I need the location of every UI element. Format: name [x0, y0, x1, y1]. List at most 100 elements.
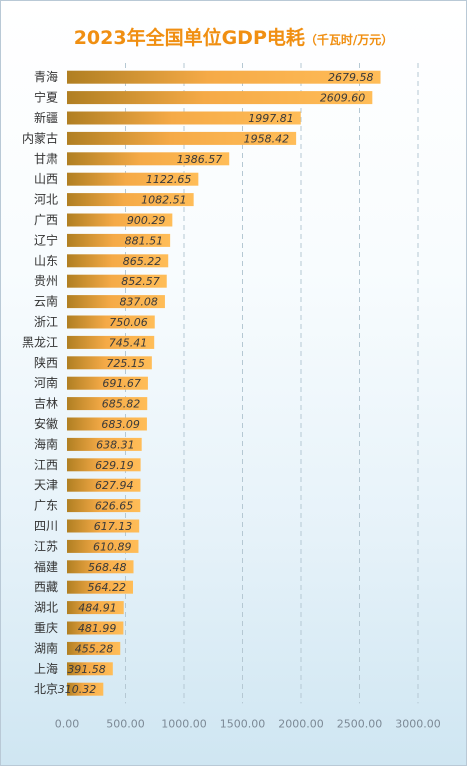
- category-label: 内蒙古: [22, 130, 58, 145]
- bar: [67, 111, 301, 125]
- value-label: 1386.57: [177, 153, 223, 166]
- category-label: 福建: [34, 559, 58, 574]
- value-label: 852.57: [121, 275, 160, 288]
- value-label: 881.51: [125, 234, 164, 247]
- value-label: 629.19: [95, 459, 134, 472]
- category-label: 湖北: [34, 600, 58, 615]
- bar: [67, 315, 155, 329]
- value-label: 455.28: [75, 642, 114, 655]
- bar: [67, 539, 139, 553]
- category-label: 宁夏: [34, 90, 58, 105]
- chart-title: 2023年全国单位GDP电耗（千瓦时/万元）: [1, 23, 466, 50]
- category-label: 河南: [34, 375, 58, 390]
- x-tick-label: 2000.00: [278, 717, 324, 730]
- value-label: 1958.42: [244, 132, 290, 145]
- category-label: 河北: [34, 193, 58, 207]
- category-label: 云南: [34, 294, 58, 309]
- chart-unit: （千瓦时/万元）: [304, 33, 394, 47]
- x-tick-label: 500.00: [106, 717, 145, 730]
- category-label: 上海: [34, 661, 58, 676]
- category-label: 山西: [34, 172, 58, 186]
- bar: [67, 437, 142, 451]
- bar: [67, 601, 124, 615]
- value-label: 683.09: [101, 418, 140, 431]
- value-label: 310.32: [58, 683, 97, 696]
- value-label: 610.89: [93, 540, 132, 553]
- category-label: 广东: [34, 499, 58, 513]
- category-label: 吉林: [34, 397, 58, 411]
- category-label: 贵州: [34, 274, 58, 288]
- bar: [67, 193, 194, 207]
- category-label: 新疆: [34, 110, 58, 125]
- bar: [67, 621, 124, 635]
- x-tick-label: 2500.00: [337, 717, 383, 730]
- bar: [67, 335, 155, 349]
- value-label: 1122.65: [146, 173, 192, 186]
- x-axis: 0.00 500.00 1000.00 1500.00 2000.00 2500.00 30…: [55, 717, 441, 730]
- bar: [67, 417, 147, 431]
- bar: [67, 641, 121, 655]
- x-tick-label: 3000.00: [395, 717, 441, 730]
- category-label: 浙江: [34, 315, 58, 329]
- bar: [67, 295, 165, 309]
- category-label: 北京: [34, 682, 58, 696]
- value-label: 745.41: [109, 336, 148, 349]
- bar: [67, 213, 173, 227]
- bar: [67, 662, 113, 676]
- value-label: 638.31: [96, 438, 135, 451]
- bar: [67, 356, 152, 370]
- value-label: 691.67: [102, 377, 141, 390]
- category-label: 甘肃: [34, 152, 58, 166]
- x-tick-label: 1000.00: [161, 717, 207, 730]
- value-label: 626.65: [95, 500, 134, 513]
- value-label: 750.06: [109, 316, 148, 329]
- category-label: 湖南: [34, 640, 58, 655]
- value-label: 865.22: [123, 255, 162, 268]
- category-label: 辽宁: [34, 232, 58, 247]
- value-label: 627.94: [95, 479, 134, 492]
- category-label: 四川: [34, 519, 58, 533]
- value-label: 2679.58: [328, 71, 374, 84]
- bar: [67, 91, 373, 105]
- x-tick-label: 0.00: [55, 717, 80, 730]
- bar: [67, 478, 141, 492]
- value-label: 564.22: [88, 581, 127, 594]
- category-label: 天津: [34, 478, 58, 492]
- value-label: 617.13: [94, 520, 133, 533]
- bar: [67, 254, 169, 268]
- bar: [67, 152, 230, 166]
- category-label: 江西: [34, 458, 58, 472]
- value-label: 725.15: [106, 357, 145, 370]
- category-label: 海南: [34, 436, 58, 451]
- bar: [67, 458, 141, 472]
- value-label: 1082.51: [141, 194, 187, 207]
- bar: [67, 519, 140, 533]
- bar: [67, 131, 297, 145]
- category-label: 安徽: [34, 416, 58, 431]
- category-label: 重庆: [34, 621, 58, 635]
- category-label: 西藏: [34, 580, 58, 594]
- grid-lines: [125, 63, 419, 704]
- value-label: 1997.81: [248, 112, 294, 125]
- bar: [67, 580, 134, 594]
- category-label: 陕西: [34, 355, 58, 370]
- category-label: 黑龙江: [22, 335, 58, 349]
- value-label: 685.82: [102, 398, 141, 411]
- chart-title-text: 2023年全国单位GDP电耗: [73, 27, 305, 49]
- category-label: 青海: [34, 69, 58, 84]
- category-label: 山东: [34, 254, 58, 268]
- bar: [67, 499, 141, 513]
- bar: [67, 376, 148, 390]
- value-label: 837.08: [119, 296, 158, 309]
- value-label: 2609.60: [320, 92, 366, 105]
- bar: [67, 172, 199, 186]
- value-label: 568.48: [88, 561, 127, 574]
- x-tick-label: 1500.00: [220, 717, 266, 730]
- category-label: 江苏: [34, 539, 58, 553]
- value-label: 391.58: [67, 663, 106, 676]
- bar: [67, 274, 167, 288]
- bar: [67, 682, 104, 696]
- bar: [67, 233, 171, 247]
